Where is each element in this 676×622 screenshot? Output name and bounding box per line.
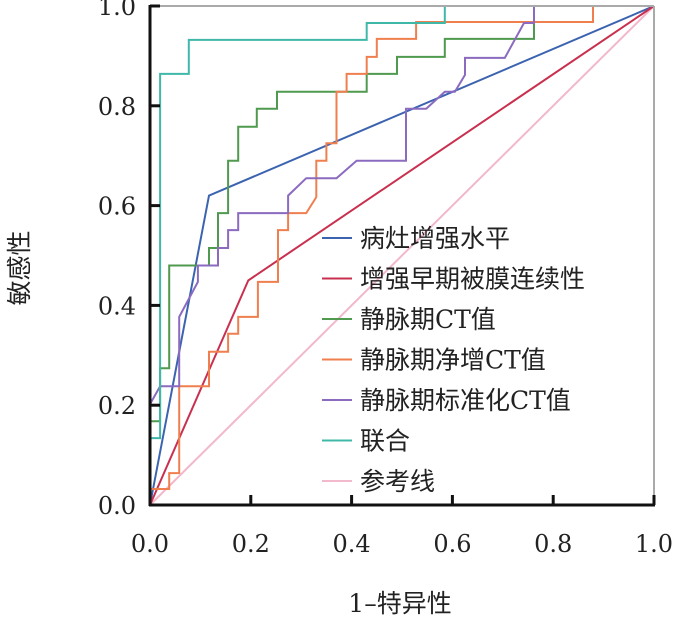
y-tick-label: 0.6: [98, 193, 136, 221]
legend-label-0: 病灶增强水平: [360, 224, 510, 253]
y-axis-label: 敏感性: [5, 230, 34, 305]
y-tick-label: 0.2: [98, 392, 136, 420]
x-tick-label: 0.6: [433, 530, 471, 558]
x-axis-label: 1–特异性: [348, 589, 451, 618]
y-tick-label: 1.0: [98, 0, 136, 21]
legend-label-6: 参考线: [360, 467, 435, 496]
series-layer: [149, 5, 655, 506]
ticks-layer: 0.0 0.2 0.4 0.6 0.8 1.0 0.0 0.2 0.4 0.6 0.8 1.0: [98, 0, 673, 558]
legend-label-2: 静脉期CT值: [360, 305, 496, 334]
legend-label-4: 静脉期标准化CT值: [360, 386, 571, 415]
y-tick-label: 0.0: [98, 492, 136, 520]
series-line-5: [149, 5, 654, 505]
y-tick-label: 0.8: [98, 93, 136, 121]
series-line-1: [149, 5, 655, 506]
x-tick-label: 0.2: [232, 530, 270, 558]
series-line-3: [149, 5, 654, 505]
x-tick-label: 1.0: [635, 530, 673, 558]
series-line-2: [149, 5, 654, 505]
x-tick-label: 0.8: [534, 530, 572, 558]
legend: 病灶增强水平增强早期被膜连续性静脉期CT值静脉期净增CT值静脉期标准化CT值联合…: [322, 224, 585, 496]
series-line-6: [149, 5, 655, 506]
legend-label-3: 静脉期净增CT值: [360, 346, 546, 375]
legend-label-5: 联合: [360, 427, 410, 456]
y-tick-label: 0.4: [98, 292, 136, 320]
series-line-0: [149, 5, 655, 506]
x-tick-label: 0.0: [131, 530, 169, 558]
series-line-4: [149, 5, 654, 505]
x-tick-label: 0.4: [333, 530, 371, 558]
legend-label-1: 增强早期被膜连续性: [360, 265, 585, 294]
